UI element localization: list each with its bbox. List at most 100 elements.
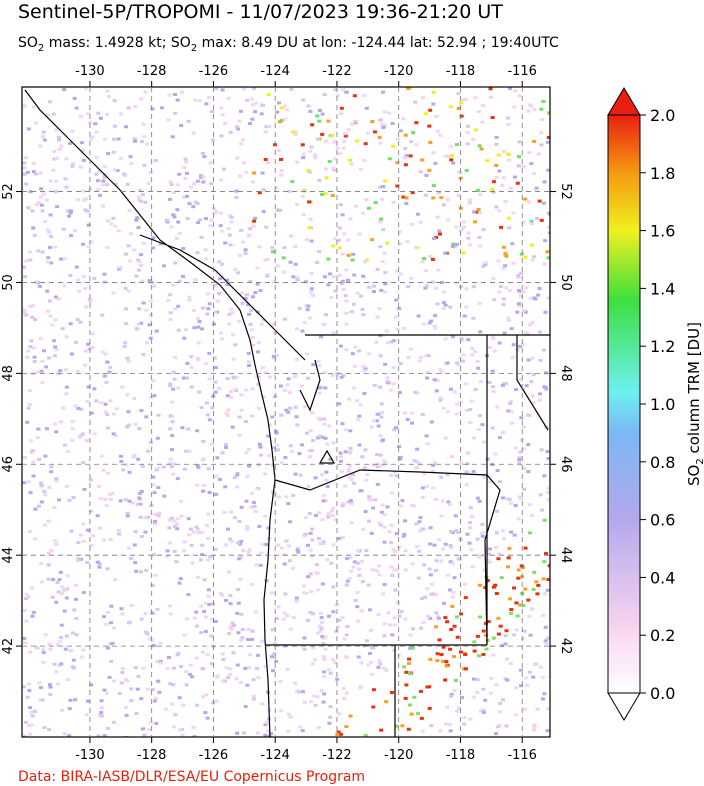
pixel <box>419 716 424 720</box>
pixel <box>470 565 475 569</box>
pixel <box>143 516 148 520</box>
pixel <box>173 713 178 717</box>
pixel <box>279 157 284 161</box>
pixel <box>108 493 113 497</box>
pixel <box>270 415 275 419</box>
pixel <box>124 307 129 311</box>
pixel <box>151 246 156 250</box>
pixel <box>71 162 76 166</box>
pixel <box>197 390 202 394</box>
pixel <box>97 526 102 530</box>
pixel <box>409 421 414 425</box>
pixel <box>294 358 299 362</box>
pixel <box>105 360 110 364</box>
pixel <box>388 623 393 627</box>
pixel <box>26 206 31 210</box>
pixel <box>90 332 95 336</box>
pixel <box>239 638 244 642</box>
pixel <box>152 284 157 288</box>
pixel <box>265 161 270 165</box>
pixel <box>247 665 252 669</box>
pixel <box>104 622 109 626</box>
pixel <box>454 225 459 229</box>
pixel <box>370 120 375 124</box>
pixel <box>271 322 276 326</box>
pixel <box>315 137 320 141</box>
pixel <box>181 376 186 380</box>
pixel <box>43 220 48 224</box>
pixel <box>158 661 163 665</box>
pixel <box>290 180 295 184</box>
pixel <box>261 395 266 399</box>
pixel <box>240 636 245 640</box>
pixel <box>515 310 520 314</box>
pixel <box>251 343 256 347</box>
pixel <box>162 264 167 268</box>
pixel <box>331 506 336 510</box>
title: Sentinel-5P/TROPOMI - 11/07/2023 19:36-2… <box>18 1 503 23</box>
pixel <box>263 723 268 727</box>
pixel <box>80 432 85 436</box>
pixel <box>466 231 471 235</box>
pixel <box>448 647 453 651</box>
pixel <box>507 497 512 501</box>
pixel <box>439 653 444 657</box>
pixel <box>251 678 256 682</box>
pixel <box>192 326 197 330</box>
pixel <box>435 659 440 663</box>
pixel <box>194 703 199 707</box>
pixel <box>269 732 274 736</box>
pixel <box>144 308 149 312</box>
pixel <box>377 659 382 663</box>
pixel <box>414 121 419 125</box>
pixel <box>311 646 316 650</box>
pixel <box>102 374 107 378</box>
pixel <box>344 633 349 637</box>
pixel <box>401 117 406 121</box>
pixel <box>539 143 544 147</box>
pixel <box>526 443 531 447</box>
pixel <box>195 179 200 183</box>
pixel <box>264 542 269 546</box>
pixel <box>279 709 284 713</box>
pixel <box>475 634 480 638</box>
pixel <box>250 491 255 495</box>
pixel <box>252 87 257 91</box>
pixel <box>81 275 86 279</box>
pixel <box>250 295 255 299</box>
pixel <box>205 413 210 417</box>
pixel <box>320 518 325 522</box>
pixel <box>105 567 110 571</box>
pixel <box>431 196 436 200</box>
pixel <box>320 635 325 639</box>
pixel <box>275 110 280 114</box>
pixel <box>208 224 213 228</box>
pixel <box>40 250 45 254</box>
pixel <box>530 356 535 360</box>
pixel <box>223 241 228 245</box>
pixel <box>57 297 62 301</box>
pixel <box>494 592 499 596</box>
pixel <box>286 377 291 381</box>
pixel <box>379 728 384 732</box>
pixel <box>329 561 334 565</box>
pixel <box>293 132 298 136</box>
colorbar-label: SO2 column TRM [DU] <box>685 322 704 486</box>
pixel <box>408 347 413 351</box>
pixel <box>488 87 493 91</box>
pixel <box>236 271 241 275</box>
pixel <box>441 659 446 663</box>
pixel <box>291 130 296 134</box>
lat-label-left: 46 <box>1 456 16 473</box>
pixel <box>315 114 320 118</box>
pixel <box>459 461 464 465</box>
pixel <box>102 280 107 284</box>
pixel <box>182 165 187 169</box>
pixel <box>490 116 495 120</box>
pixel <box>237 119 242 123</box>
pixel <box>188 185 193 189</box>
pixel <box>494 732 499 736</box>
pixel <box>272 641 277 645</box>
pixel <box>139 253 144 257</box>
pixel <box>81 148 86 152</box>
